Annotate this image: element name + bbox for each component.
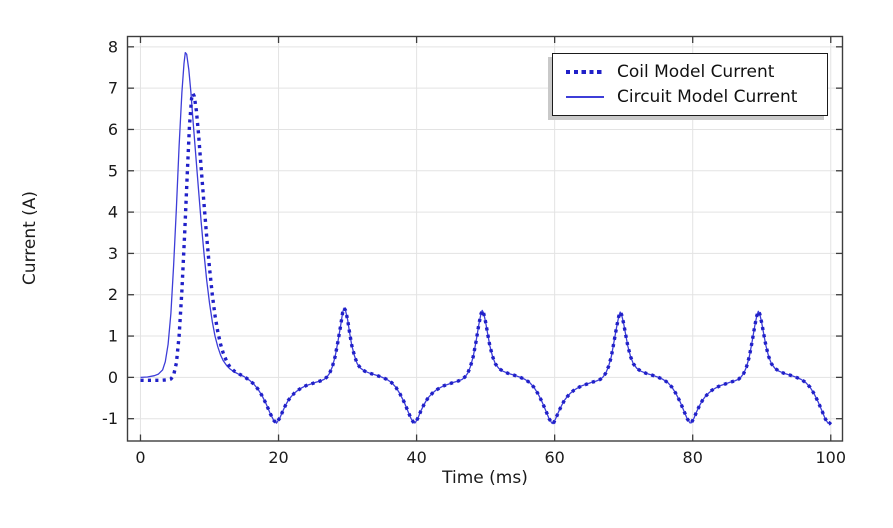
legend-label-circuit-model: Circuit Model Current <box>617 86 798 107</box>
x-tick-label: 0 <box>135 448 145 467</box>
y-tick-label: 5 <box>108 161 118 180</box>
legend: Coil Model Current Circuit Model Current <box>552 53 828 116</box>
x-tick-label: 20 <box>268 448 288 467</box>
y-tick-label: 0 <box>108 368 118 387</box>
gridlines <box>127 36 843 441</box>
tick-labels: 0 20 40 60 80 100 -1 0 1 2 3 4 5 6 7 8 <box>102 37 846 467</box>
dotted-line-sample-icon <box>566 70 604 75</box>
x-tick-label: 60 <box>544 448 564 467</box>
y-tick-label: -1 <box>102 409 118 428</box>
y-tick-label: 6 <box>108 120 118 139</box>
y-tick-label: 2 <box>108 285 118 304</box>
y-tick-label: 1 <box>108 327 118 346</box>
x-tick-label: 100 <box>815 448 846 467</box>
legend-entry-coil-model: Coil Model Current <box>566 62 819 82</box>
plot-frame <box>126 35 844 442</box>
y-axis-label: Current (A) <box>20 190 40 286</box>
y-tick-label: 7 <box>108 79 118 98</box>
legend-entry-circuit-model: Circuit Model Current <box>566 87 819 107</box>
y-tick-label: 4 <box>108 203 118 222</box>
x-tick-label: 80 <box>683 448 703 467</box>
y-tick-label: 3 <box>108 244 118 263</box>
x-axis-label: Time (ms) <box>442 468 528 488</box>
legend-label-coil-model: Coil Model Current <box>617 62 775 83</box>
series-coil-model-current <box>140 91 833 426</box>
solid-line-sample-icon <box>566 95 604 98</box>
tick-marks <box>127 36 843 441</box>
y-tick-label: 8 <box>108 37 118 56</box>
x-tick-label: 40 <box>406 448 426 467</box>
